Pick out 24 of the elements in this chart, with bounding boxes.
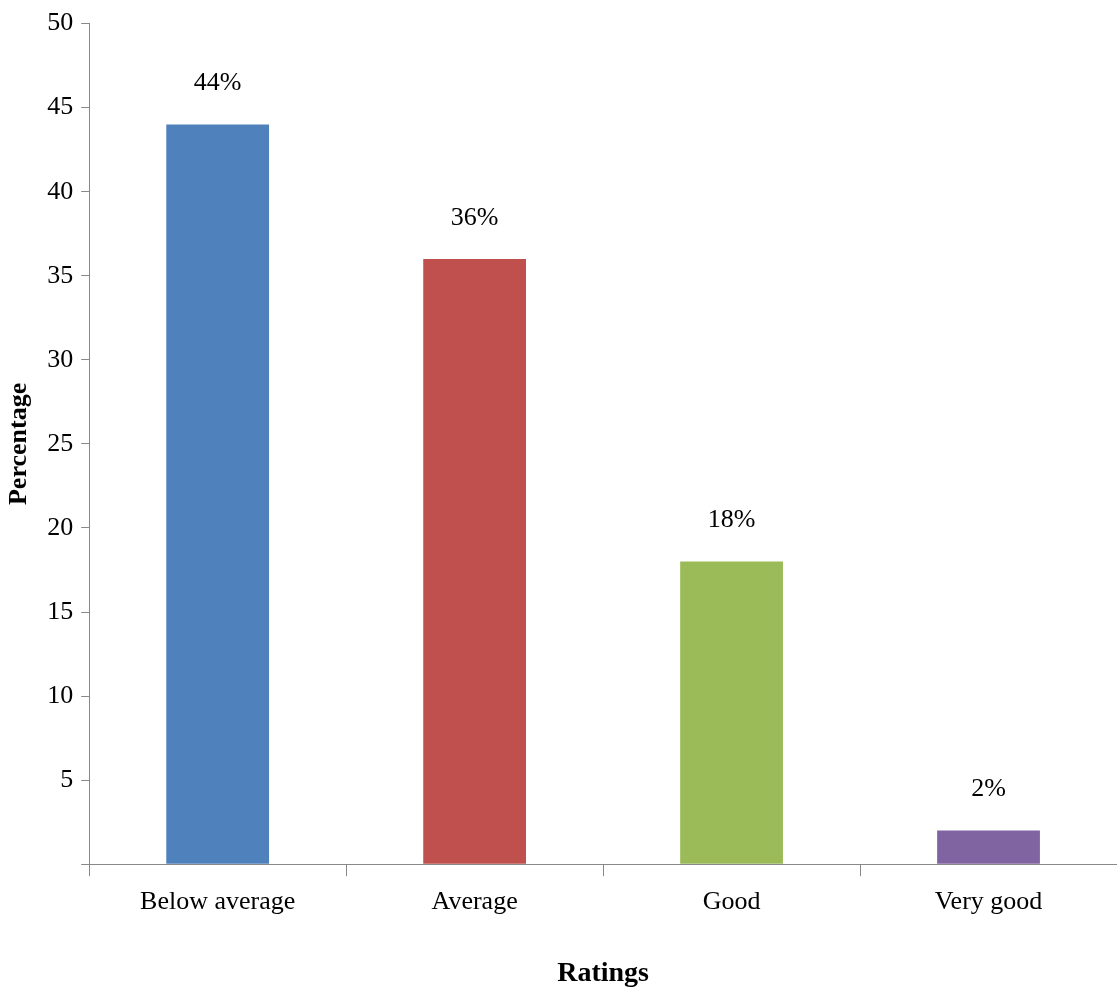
data-label: 36% [450,201,499,231]
x-tick-label: Average [431,885,518,915]
bar [423,258,527,864]
data-label: 18% [707,504,756,534]
y-tick-label: 25 [47,427,74,457]
y-tick-label: 40 [47,175,74,205]
data-label: 44% [193,67,242,97]
data-label: 2% [971,773,1006,803]
y-tick-label: 15 [47,595,74,625]
y-tick-label: 30 [47,343,74,373]
x-tick-label: Good [702,885,761,915]
bar [937,830,1040,864]
y-tick-label: 5 [60,763,74,793]
y-tick-label: 10 [47,679,74,709]
x-tick-label: Very good [934,885,1043,915]
y-tick-label: 45 [47,91,74,121]
y-tick-label: 50 [47,7,74,37]
bar [680,561,783,864]
y-tick-label: 35 [47,259,74,289]
bar [166,124,270,864]
y-tick-label: 20 [47,511,74,541]
x-tick-label: Below average [140,885,296,915]
x-axis-title: Ratings [557,956,650,988]
y-axis-title: Percentage [3,382,33,506]
